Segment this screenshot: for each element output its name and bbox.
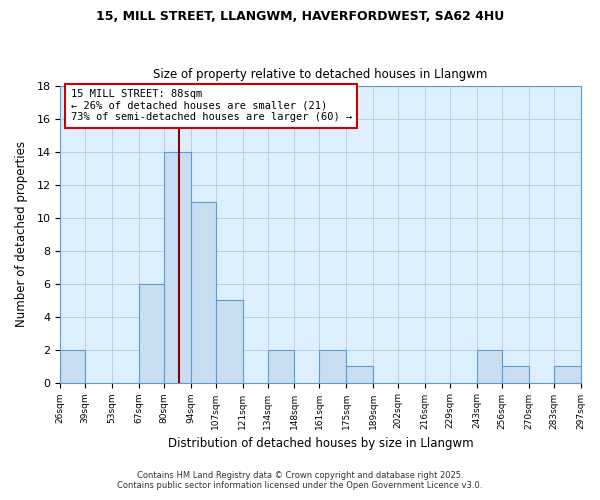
X-axis label: Distribution of detached houses by size in Llangwm: Distribution of detached houses by size … xyxy=(167,437,473,450)
Text: Contains HM Land Registry data © Crown copyright and database right 2025.
Contai: Contains HM Land Registry data © Crown c… xyxy=(118,470,482,490)
Y-axis label: Number of detached properties: Number of detached properties xyxy=(15,142,28,328)
Bar xyxy=(60,350,85,382)
Bar xyxy=(554,366,581,382)
Bar xyxy=(191,202,216,382)
Bar xyxy=(164,152,191,382)
Bar xyxy=(502,366,529,382)
Bar xyxy=(216,300,242,382)
Bar xyxy=(319,350,346,382)
Bar xyxy=(346,366,373,382)
Text: 15, MILL STREET, LLANGWM, HAVERFORDWEST, SA62 4HU: 15, MILL STREET, LLANGWM, HAVERFORDWEST,… xyxy=(96,10,504,23)
Title: Size of property relative to detached houses in Llangwm: Size of property relative to detached ho… xyxy=(153,68,488,81)
Bar xyxy=(268,350,295,382)
Bar xyxy=(139,284,164,382)
Text: 15 MILL STREET: 88sqm
← 26% of detached houses are smaller (21)
73% of semi-deta: 15 MILL STREET: 88sqm ← 26% of detached … xyxy=(71,90,352,122)
Bar xyxy=(477,350,502,382)
